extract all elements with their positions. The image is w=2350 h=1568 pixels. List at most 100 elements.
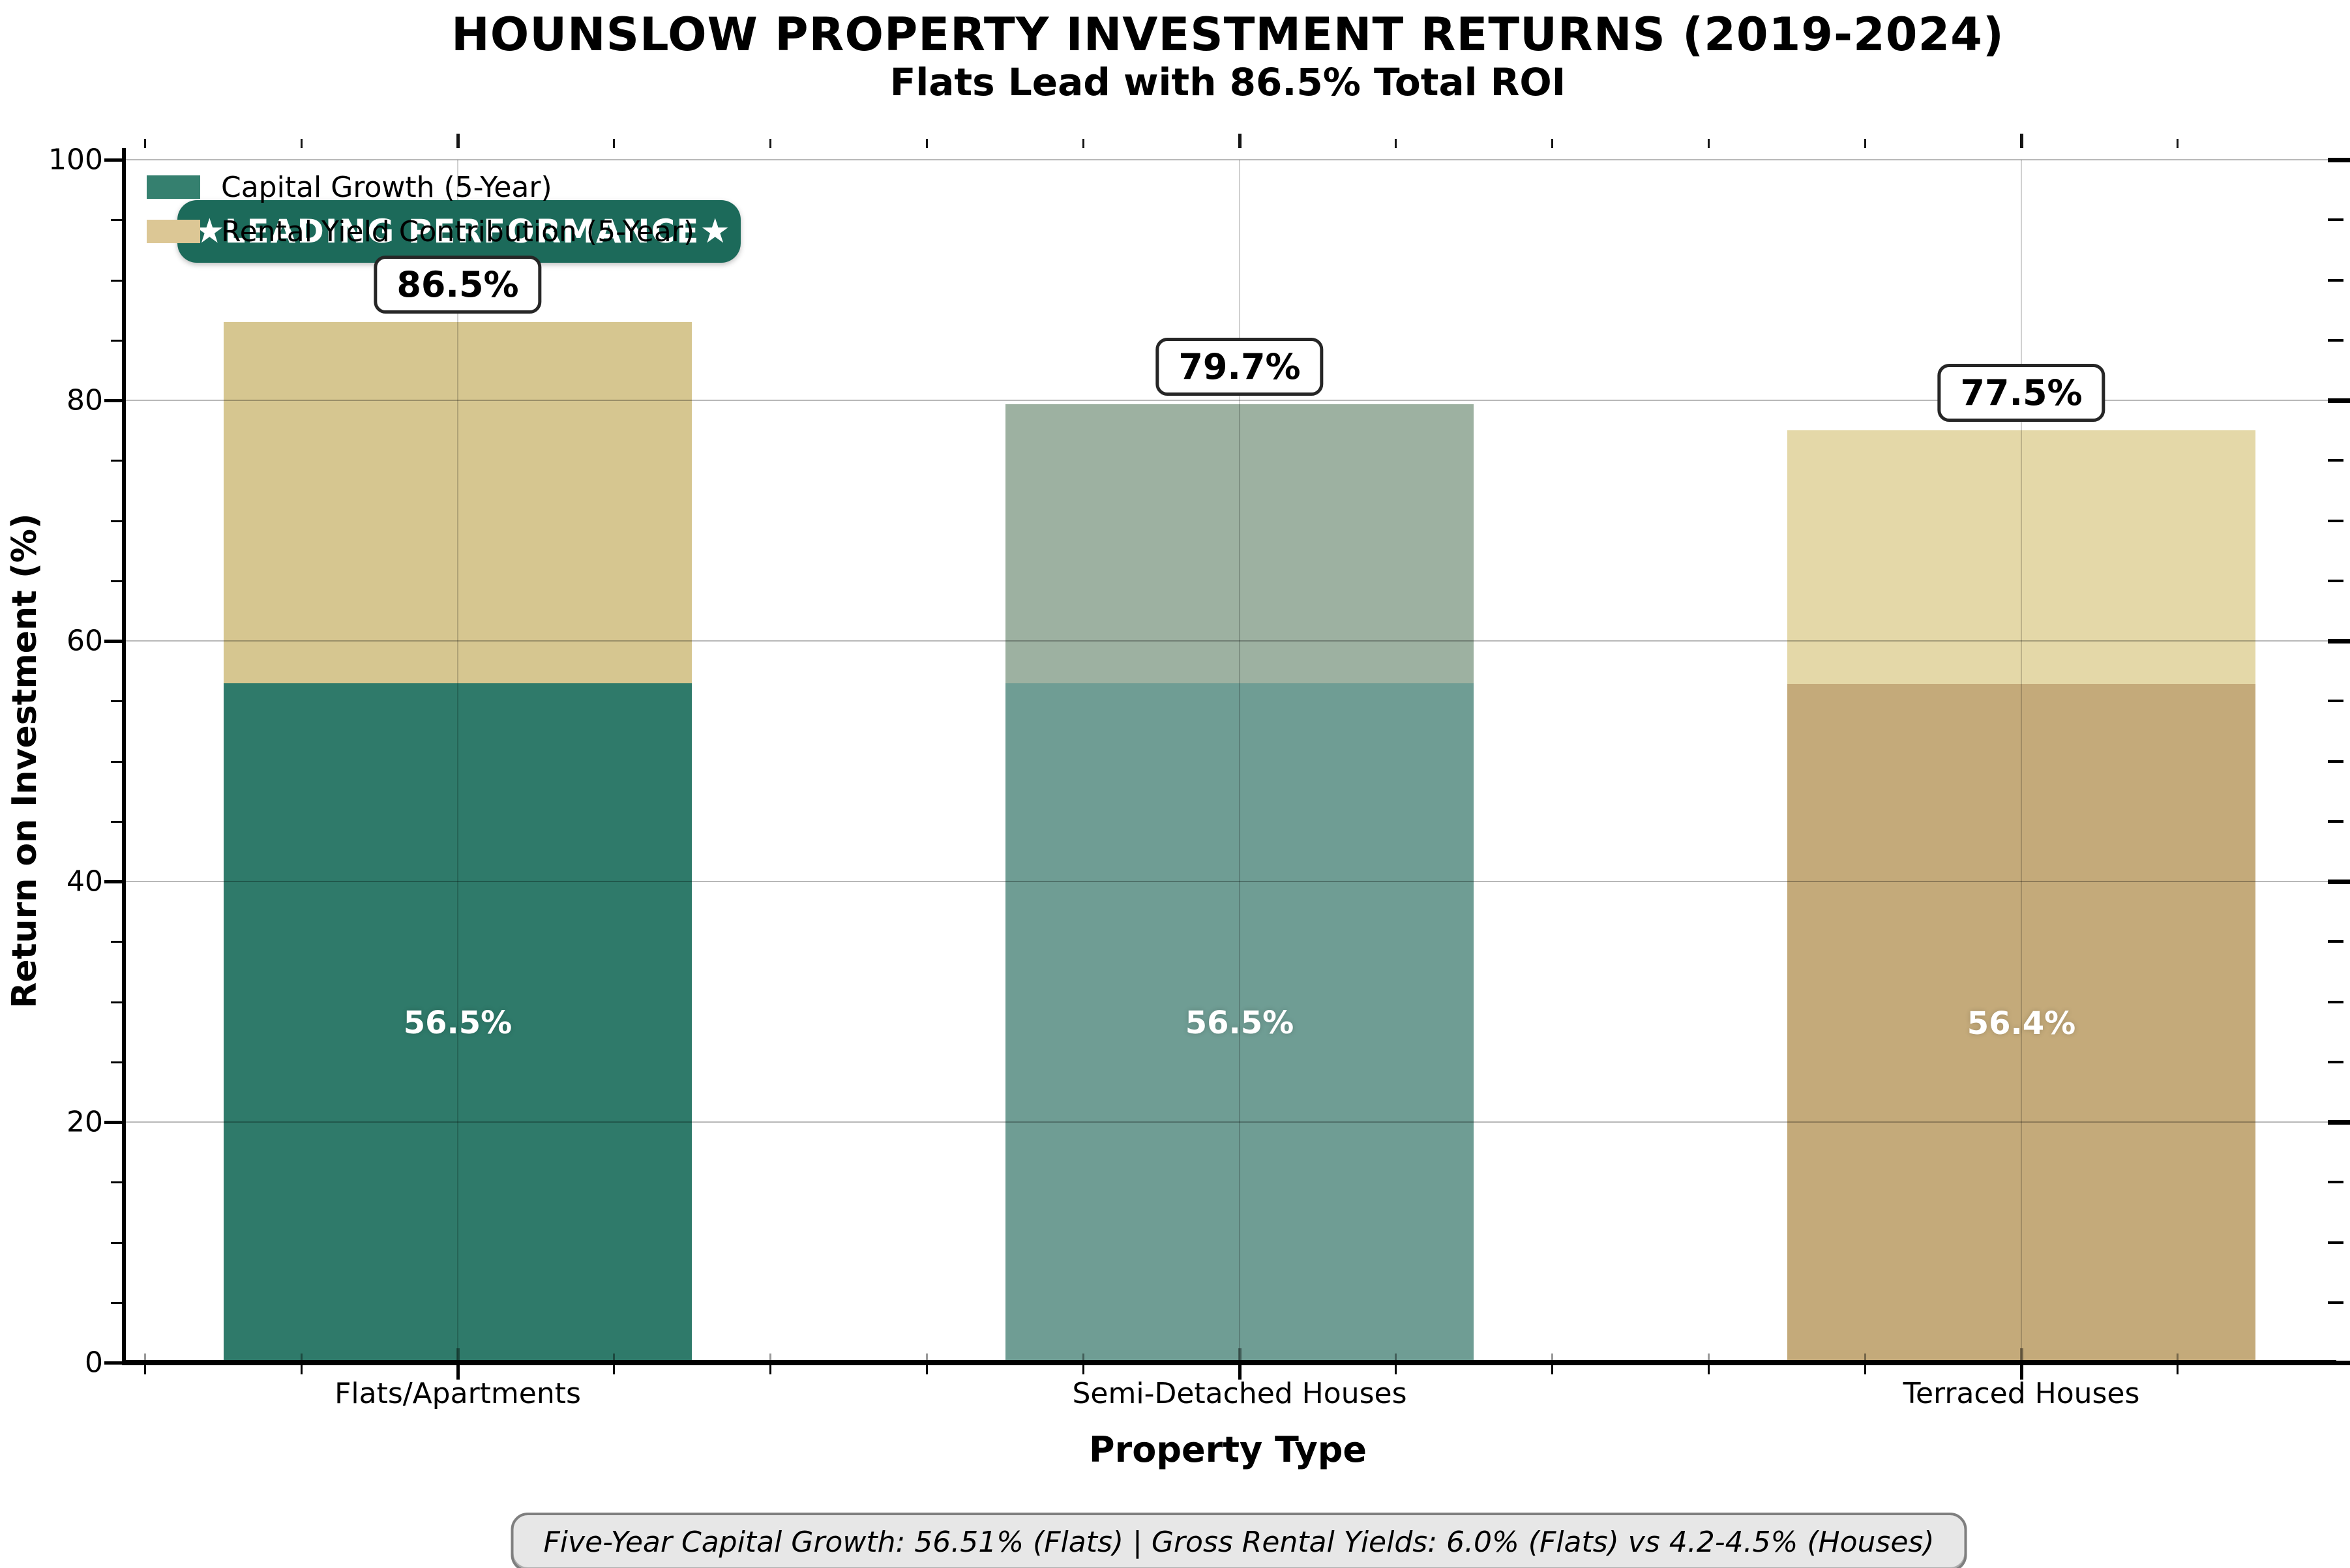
- y-major-tick: [104, 1121, 124, 1124]
- y-minor-tick-right: [2328, 1181, 2343, 1184]
- y-minor-tick-right: [2328, 218, 2343, 222]
- bar-total-label: 77.5%: [1937, 364, 2105, 422]
- y-minor-tick: [111, 820, 124, 823]
- x-minor-tick: [1082, 1365, 1084, 1374]
- y-tick-label: 0: [85, 1346, 103, 1380]
- x-axis-title: Property Type: [1089, 1429, 1367, 1470]
- y-axis-spine: [122, 148, 126, 1365]
- y-major-tick: [104, 399, 124, 402]
- y-major-tick: [104, 1361, 124, 1365]
- y-tick-label: 100: [48, 143, 103, 177]
- x-minor-tick-top: [925, 139, 928, 148]
- y-minor-tick: [111, 1301, 124, 1304]
- x-tick-inner: [1864, 1354, 1866, 1363]
- chart-subtitle: Flats Lead with 86.5% Total ROI: [889, 60, 1566, 104]
- y-minor-tick: [111, 279, 124, 282]
- bar-segment-rental-yield: [224, 322, 692, 683]
- footer-note: Five-Year Capital Growth: 56.51% (Flats)…: [511, 1513, 1967, 1568]
- y-minor-tick: [111, 1001, 124, 1003]
- y-minor-tick: [111, 520, 124, 522]
- bar-segment-capital-growth: [1005, 683, 1474, 1363]
- y-major-tick-right: [2328, 880, 2350, 884]
- y-major-tick: [104, 640, 124, 643]
- x-axis-spine: [122, 1360, 2336, 1365]
- y-minor-tick: [111, 219, 124, 222]
- y-minor-tick: [111, 700, 124, 703]
- y-major-tick-right: [2328, 158, 2350, 162]
- x-tick-inner: [1707, 1354, 1710, 1363]
- x-tick-label: Terraced Houses: [1903, 1377, 2140, 1410]
- y-tick-label: 20: [67, 1105, 103, 1139]
- y-major-tick-right: [2328, 1361, 2350, 1365]
- y-major-tick: [104, 158, 124, 162]
- y-minor-tick-right: [2328, 519, 2343, 522]
- bar-total-label: 79.7%: [1155, 337, 1324, 396]
- y-minor-tick-right: [2328, 1301, 2343, 1304]
- legend-item: Capital Growth (5-Year): [147, 171, 694, 204]
- legend-label: Rental Yield Contribution (5-Year): [221, 214, 695, 248]
- x-minor-tick: [613, 1365, 616, 1374]
- bar-total-label: 86.5%: [374, 256, 542, 314]
- x-minor-tick: [1864, 1365, 1866, 1374]
- x-minor-tick-top: [1395, 139, 1397, 148]
- y-tick-label: 40: [67, 865, 103, 898]
- x-minor-tick: [1551, 1365, 1554, 1374]
- x-tick-inner: [613, 1354, 616, 1363]
- x-minor-tick: [925, 1365, 928, 1374]
- x-major-tick-top: [2019, 134, 2023, 148]
- x-minor-tick-top: [1707, 139, 1710, 148]
- y-minor-tick-right: [2328, 940, 2343, 943]
- y-minor-tick: [111, 1061, 124, 1063]
- badge-label: LEADING PERFORMANCE: [224, 213, 700, 250]
- x-minor-tick: [769, 1365, 772, 1374]
- y-tick-label: 80: [67, 383, 103, 417]
- y-minor-tick-right: [2328, 760, 2343, 763]
- legend-item: Rental Yield Contribution (5-Year): [147, 215, 694, 248]
- x-minor-tick: [2177, 1365, 2179, 1374]
- x-tick-inner: [1082, 1354, 1084, 1363]
- gridline-horizontal: [124, 400, 2328, 401]
- gridline-vertical: [457, 160, 458, 1363]
- x-tick-label: Flats/Apartments: [335, 1377, 581, 1410]
- x-minor-tick: [143, 1365, 146, 1374]
- x-major-tick: [1238, 1365, 1242, 1380]
- bar-value-label: 56.4%: [1967, 1005, 2076, 1042]
- gridline-horizontal: [124, 159, 2328, 160]
- y-minor-tick-right: [2328, 820, 2343, 823]
- x-minor-tick-top: [2177, 139, 2179, 148]
- x-tick-inner: [1395, 1354, 1397, 1363]
- legend-swatch: [147, 220, 200, 243]
- x-major-tick-top: [456, 134, 460, 148]
- y-major-tick: [104, 880, 124, 883]
- gridline-horizontal: [124, 640, 2328, 642]
- x-tick-inner: [143, 1354, 146, 1363]
- x-tick-inner: [1551, 1354, 1554, 1363]
- x-tick-inner: [2019, 1348, 2023, 1363]
- bar-segment-rental-yield: [1787, 430, 2255, 685]
- x-major-tick: [2019, 1365, 2023, 1380]
- bar-value-label: 56.5%: [1185, 1004, 1294, 1041]
- chart-title: HOUNSLOW PROPERTY INVESTMENT RETURNS (20…: [451, 8, 2004, 61]
- y-minor-tick: [111, 339, 124, 342]
- x-tick-inner: [1238, 1348, 1242, 1363]
- y-minor-tick-right: [2328, 700, 2343, 703]
- bar-value-label: 56.5%: [403, 1004, 513, 1041]
- gridline-vertical: [2021, 160, 2022, 1363]
- bar-segment-capital-growth: [1787, 684, 2255, 1363]
- x-major-tick-top: [1238, 134, 1242, 148]
- x-minor-tick-top: [769, 139, 772, 148]
- y-minor-tick-right: [2328, 278, 2343, 282]
- bar-segment-rental-yield: [1005, 404, 1474, 683]
- y-minor-tick-right: [2328, 1060, 2343, 1063]
- legend-swatch: [147, 175, 200, 199]
- y-minor-tick-right: [2328, 579, 2343, 582]
- x-tick-inner: [300, 1354, 303, 1363]
- bar-segment-capital-growth: [224, 683, 692, 1363]
- y-minor-tick: [111, 941, 124, 943]
- x-minor-tick: [1707, 1365, 1710, 1374]
- x-minor-tick-top: [300, 139, 303, 148]
- y-major-tick-right: [2328, 398, 2350, 403]
- x-minor-tick: [1395, 1365, 1397, 1374]
- y-minor-tick: [111, 1241, 124, 1244]
